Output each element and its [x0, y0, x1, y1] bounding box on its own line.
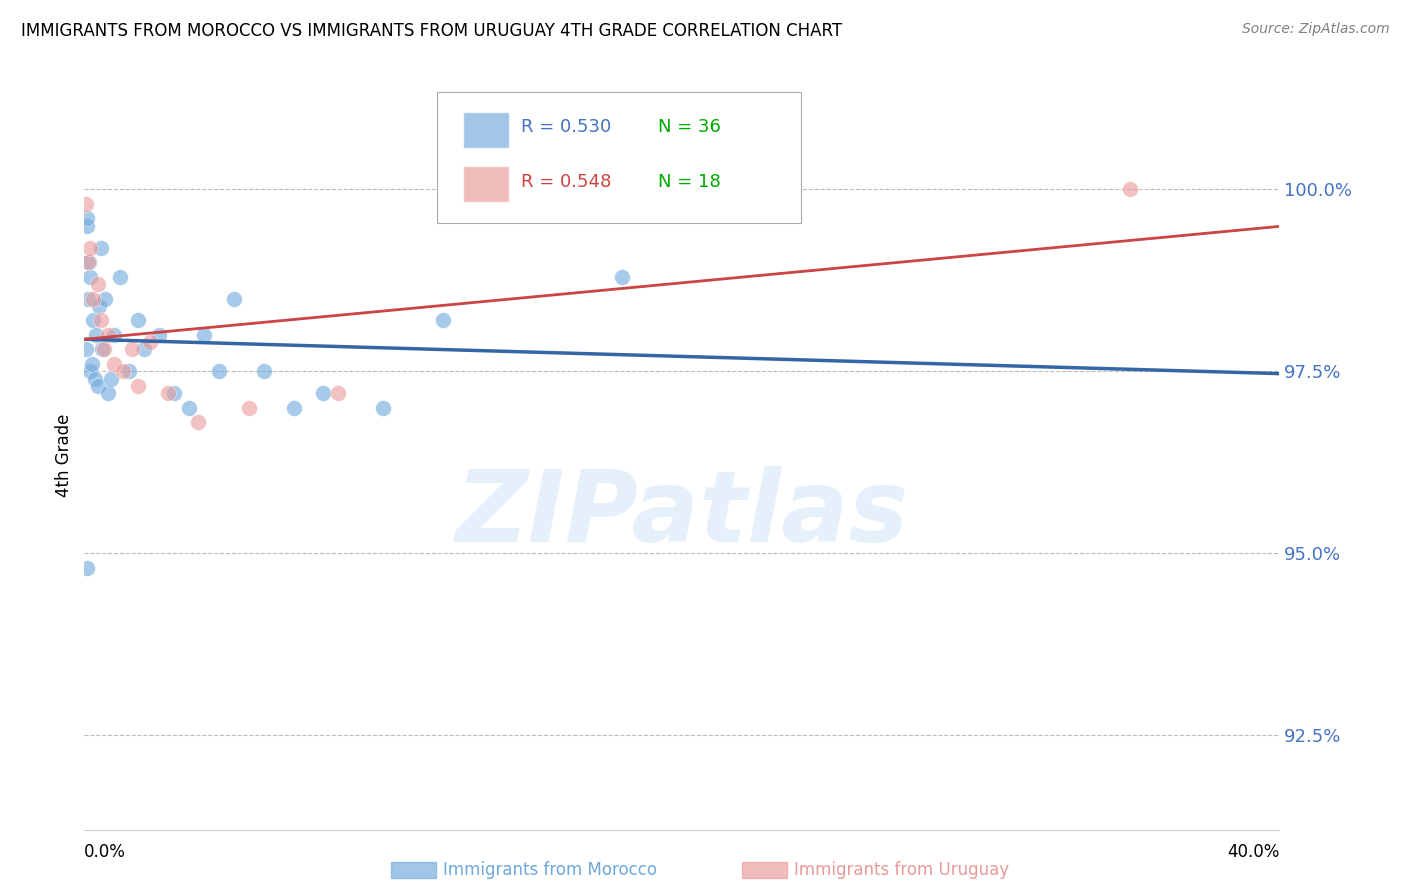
Point: [76, 219, 98, 233]
Point: [100, 371, 122, 385]
Text: Immigrants from Uruguay: Immigrants from Uruguay: [794, 861, 1010, 879]
Point: [283, 401, 305, 415]
Point: [76, 211, 98, 226]
Point: [139, 335, 162, 350]
Text: Immigrants from Morocco: Immigrants from Morocco: [443, 861, 657, 879]
Point: [90, 241, 112, 255]
Point: [77, 255, 100, 269]
FancyBboxPatch shape: [437, 92, 801, 223]
Point: [127, 313, 149, 327]
Point: [76, 560, 98, 574]
Y-axis label: 4th Grade: 4th Grade: [55, 413, 73, 497]
Bar: [463, 112, 509, 148]
Point: [87, 277, 110, 291]
Point: [118, 364, 141, 378]
Point: [90, 313, 112, 327]
Point: [177, 401, 200, 415]
Text: 0.0%: 0.0%: [84, 843, 127, 861]
Point: [112, 364, 135, 378]
Point: [82, 313, 104, 327]
Point: [121, 343, 143, 357]
Point: [208, 364, 231, 378]
Text: R = 0.548: R = 0.548: [520, 173, 612, 191]
Point: [103, 357, 125, 371]
Point: [312, 386, 335, 401]
Point: [253, 364, 276, 378]
Point: [75, 343, 97, 357]
Point: [91, 343, 114, 357]
Point: [148, 327, 170, 342]
Point: [79, 364, 101, 378]
Point: [94, 292, 117, 306]
Point: [238, 401, 260, 415]
Point: [193, 327, 215, 342]
Bar: [463, 167, 509, 202]
Point: [77, 292, 100, 306]
Point: [83, 371, 105, 385]
Text: Source: ZipAtlas.com: Source: ZipAtlas.com: [1241, 22, 1389, 37]
Point: [75, 197, 97, 211]
Point: [612, 269, 634, 284]
Point: [79, 269, 101, 284]
Point: [97, 386, 120, 401]
Point: [79, 241, 101, 255]
Point: [432, 313, 454, 327]
Point: [1119, 182, 1142, 196]
Text: R = 0.530: R = 0.530: [520, 119, 610, 136]
Point: [77, 255, 100, 269]
Point: [328, 386, 350, 401]
Point: [163, 386, 186, 401]
Text: N = 36: N = 36: [658, 119, 721, 136]
Text: ZIPatlas: ZIPatlas: [456, 467, 908, 564]
Point: [132, 343, 156, 357]
Point: [127, 379, 149, 393]
Point: [82, 292, 104, 306]
Point: [103, 327, 125, 342]
Point: [157, 386, 180, 401]
Text: 40.0%: 40.0%: [1227, 843, 1279, 861]
Point: [222, 292, 245, 306]
Point: [187, 415, 209, 429]
Point: [89, 299, 111, 313]
Point: [80, 357, 103, 371]
Point: [93, 343, 115, 357]
Text: N = 18: N = 18: [658, 173, 721, 191]
Text: IMMIGRANTS FROM MOROCCO VS IMMIGRANTS FROM URUGUAY 4TH GRADE CORRELATION CHART: IMMIGRANTS FROM MOROCCO VS IMMIGRANTS FR…: [21, 22, 842, 40]
Point: [86, 327, 108, 342]
Point: [97, 327, 120, 342]
Point: [87, 379, 110, 393]
Point: [373, 401, 395, 415]
Point: [110, 269, 132, 284]
